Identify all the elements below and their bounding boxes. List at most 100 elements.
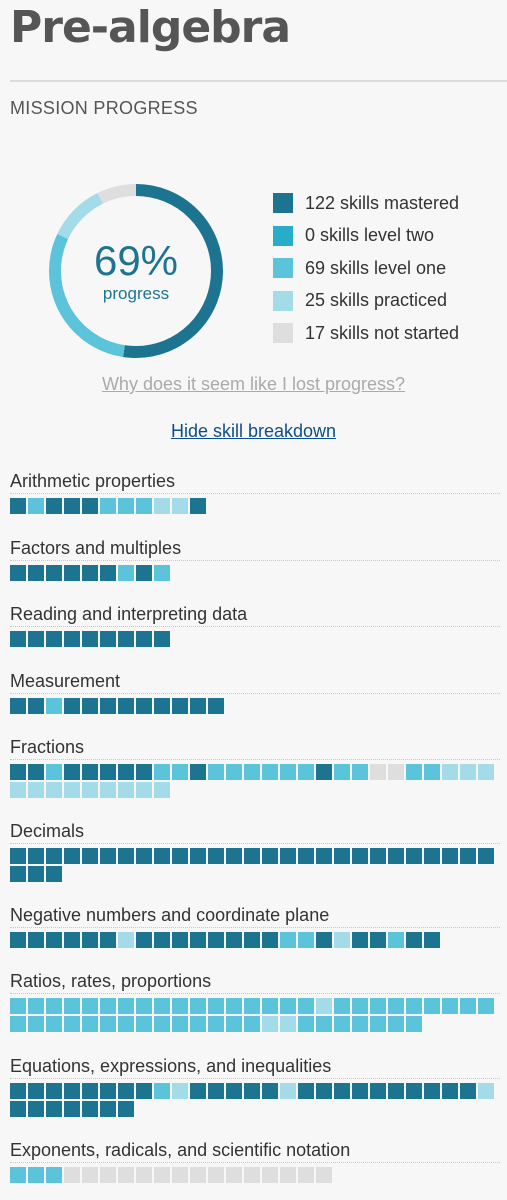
skill-mastered[interactable] (100, 698, 116, 714)
skill-mastered[interactable] (46, 1083, 62, 1099)
skill-not-started[interactable] (316, 1167, 332, 1183)
skill-mastered[interactable] (316, 1083, 332, 1099)
skill-level-one[interactable] (100, 498, 116, 514)
skill-mastered[interactable] (64, 698, 80, 714)
topic-title[interactable]: Decimals (10, 819, 500, 844)
skill-level-one[interactable] (280, 764, 296, 780)
skill-level-one[interactable] (172, 998, 188, 1014)
skill-mastered[interactable] (82, 698, 98, 714)
skill-mastered[interactable] (370, 932, 386, 948)
skill-mastered[interactable] (442, 1083, 458, 1099)
skill-mastered[interactable] (64, 848, 80, 864)
skill-level-one[interactable] (298, 932, 314, 948)
skill-practiced[interactable] (154, 782, 170, 798)
skill-not-started[interactable] (370, 764, 386, 780)
skill-mastered[interactable] (100, 848, 116, 864)
skill-mastered[interactable] (10, 1101, 26, 1117)
hide-skill-breakdown-link[interactable]: Hide skill breakdown (170, 421, 337, 441)
skill-level-one[interactable] (316, 1016, 332, 1032)
skill-mastered[interactable] (46, 631, 62, 647)
skill-level-one[interactable] (136, 498, 152, 514)
skill-mastered[interactable] (136, 764, 152, 780)
skill-level-one[interactable] (190, 1016, 206, 1032)
skill-mastered[interactable] (136, 631, 152, 647)
skill-mastered[interactable] (46, 848, 62, 864)
skill-level-one[interactable] (28, 1016, 44, 1032)
skill-mastered[interactable] (82, 764, 98, 780)
skill-mastered[interactable] (226, 1083, 242, 1099)
skill-level-one[interactable] (226, 1016, 242, 1032)
skill-mastered[interactable] (82, 498, 98, 514)
skill-level-one[interactable] (46, 1167, 62, 1183)
skill-mastered[interactable] (28, 698, 44, 714)
skill-level-one[interactable] (388, 932, 404, 948)
skill-level-one[interactable] (406, 998, 422, 1014)
skill-practiced[interactable] (280, 1083, 296, 1099)
skill-mastered[interactable] (10, 565, 26, 581)
skill-mastered[interactable] (424, 848, 440, 864)
skill-mastered[interactable] (10, 764, 26, 780)
skill-mastered[interactable] (100, 565, 116, 581)
skill-mastered[interactable] (478, 848, 494, 864)
skill-mastered[interactable] (190, 698, 206, 714)
skill-level-one[interactable] (244, 1016, 260, 1032)
skill-mastered[interactable] (28, 848, 44, 864)
skill-level-one[interactable] (46, 1016, 62, 1032)
skill-mastered[interactable] (316, 764, 332, 780)
skill-level-one[interactable] (442, 998, 458, 1014)
skill-mastered[interactable] (226, 932, 242, 948)
skill-mastered[interactable] (82, 631, 98, 647)
skill-mastered[interactable] (172, 848, 188, 864)
skill-level-one[interactable] (280, 932, 296, 948)
skill-mastered[interactable] (10, 866, 26, 882)
skill-mastered[interactable] (10, 498, 26, 514)
skill-mastered[interactable] (10, 698, 26, 714)
skill-not-started[interactable] (280, 1167, 296, 1183)
skill-level-one[interactable] (370, 998, 386, 1014)
skill-level-one[interactable] (352, 998, 368, 1014)
skill-mastered[interactable] (46, 932, 62, 948)
skill-mastered[interactable] (442, 848, 458, 864)
skill-level-one[interactable] (244, 998, 260, 1014)
skill-mastered[interactable] (136, 698, 152, 714)
topic-title[interactable]: Measurement (10, 669, 500, 694)
skill-mastered[interactable] (46, 866, 62, 882)
skill-level-one[interactable] (100, 998, 116, 1014)
topic-title[interactable]: Reading and interpreting data (10, 602, 500, 627)
skill-mastered[interactable] (370, 1083, 386, 1099)
skill-mastered[interactable] (136, 1083, 152, 1099)
skill-level-one[interactable] (154, 998, 170, 1014)
skill-mastered[interactable] (406, 932, 422, 948)
skill-mastered[interactable] (154, 848, 170, 864)
skill-mastered[interactable] (406, 1083, 422, 1099)
skill-not-started[interactable] (118, 1167, 134, 1183)
skill-not-started[interactable] (154, 1167, 170, 1183)
topic-title[interactable]: Equations, expressions, and inequalities (10, 1054, 500, 1079)
skill-mastered[interactable] (28, 1083, 44, 1099)
skill-practiced[interactable] (10, 782, 26, 798)
skill-level-one[interactable] (28, 1167, 44, 1183)
skill-mastered[interactable] (334, 1083, 350, 1099)
skill-mastered[interactable] (100, 764, 116, 780)
skill-level-one[interactable] (10, 1167, 26, 1183)
skill-mastered[interactable] (280, 848, 296, 864)
skill-mastered[interactable] (226, 848, 242, 864)
skill-level-one[interactable] (226, 998, 242, 1014)
skill-level-one[interactable] (370, 1016, 386, 1032)
skill-level-one[interactable] (298, 998, 314, 1014)
skill-mastered[interactable] (352, 848, 368, 864)
skill-practiced[interactable] (478, 1083, 494, 1099)
skill-mastered[interactable] (46, 565, 62, 581)
skill-not-started[interactable] (64, 1167, 80, 1183)
skill-mastered[interactable] (424, 1083, 440, 1099)
lost-progress-link[interactable]: Why does it seem like I lost progress? (101, 374, 406, 394)
skill-mastered[interactable] (64, 1101, 80, 1117)
skill-level-one[interactable] (262, 998, 278, 1014)
skill-mastered[interactable] (136, 565, 152, 581)
skill-mastered[interactable] (10, 1083, 26, 1099)
skill-mastered[interactable] (10, 932, 26, 948)
skill-mastered[interactable] (28, 764, 44, 780)
skill-level-one[interactable] (334, 998, 350, 1014)
topic-title[interactable]: Arithmetic properties (10, 469, 500, 494)
skill-mastered[interactable] (82, 1101, 98, 1117)
